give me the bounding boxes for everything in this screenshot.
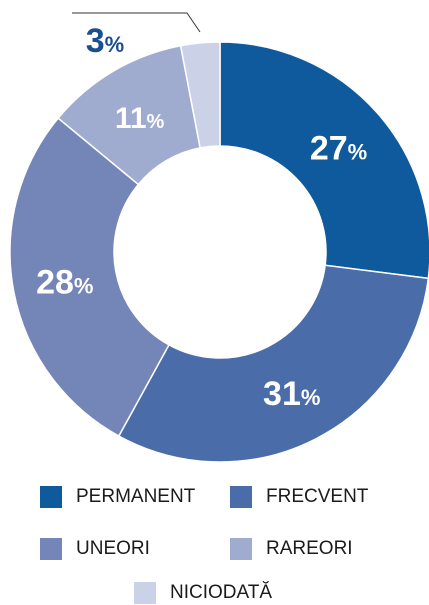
value-label-permanent: 27% [310, 130, 367, 168]
legend-swatch-frecvent [230, 486, 252, 508]
donut-chart: 27% 31% 28% 11% 3% [9, 12, 429, 463]
legend-item-permanent: PERMANENT [40, 485, 195, 509]
legend-label-niciodata: NICIODATĂ [170, 582, 273, 603]
leader-line-niciodata [72, 12, 201, 33]
legend: PERMANENT FRECVENT UNEORI RAREORI NICIOD… [0, 478, 429, 604]
value-label-rareori: 11% [115, 102, 165, 135]
legend-swatch-niciodata [134, 582, 156, 604]
value-label-uneori: 28% [36, 264, 93, 302]
legend-label-permanent: PERMANENT [76, 486, 196, 507]
legend-label-rareori: RAREORI [266, 538, 353, 559]
legend-swatch-rareori [230, 538, 252, 560]
legend-label-frecvent: FRECVENT [266, 486, 369, 507]
legend-item-uneori: UNEORI [40, 537, 150, 561]
slice-permanent [219, 41, 429, 280]
value-label-niciodata: 3% [86, 22, 124, 60]
legend-item-niciodata: NICIODATĂ [134, 581, 272, 605]
value-label-frecvent: 31% [263, 375, 320, 413]
legend-item-rareori: RAREORI [230, 537, 353, 561]
slice-niciodata [179, 41, 221, 149]
slice-frecvent [117, 264, 429, 463]
slice-uneori [9, 117, 170, 438]
legend-swatch-uneori [40, 538, 62, 560]
legend-label-uneori: UNEORI [76, 538, 150, 559]
legend-swatch-permanent [40, 486, 62, 508]
legend-item-frecvent: FRECVENT [230, 485, 368, 509]
